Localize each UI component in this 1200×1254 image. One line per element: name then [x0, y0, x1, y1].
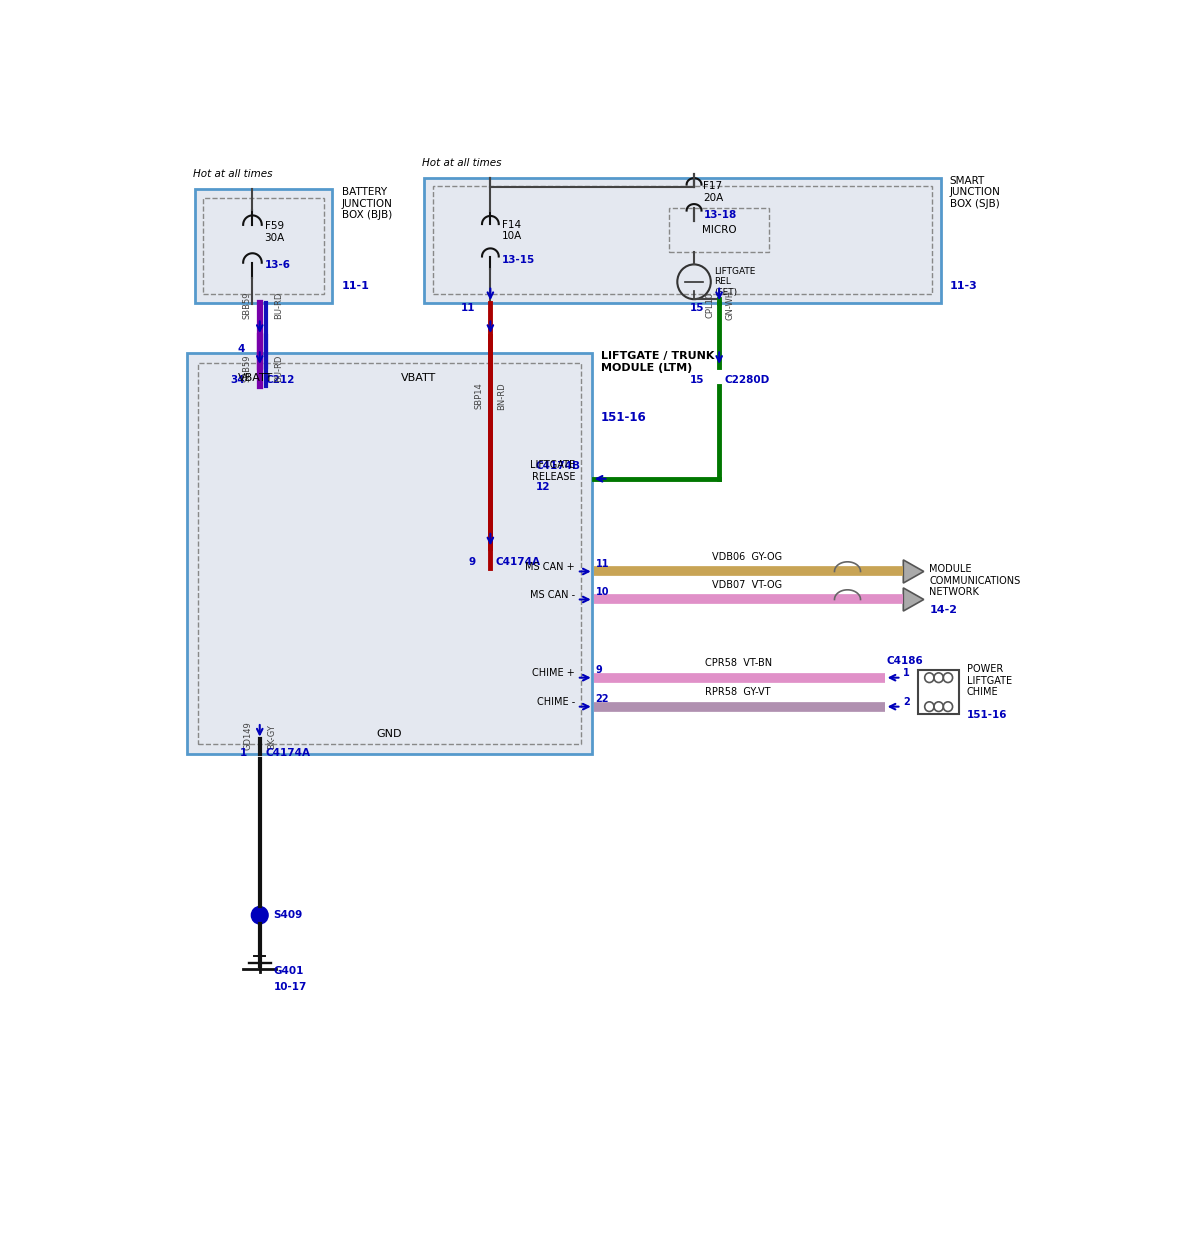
Text: G401: G401: [274, 967, 304, 976]
Text: GND: GND: [377, 730, 402, 740]
Text: GD149: GD149: [244, 722, 252, 750]
Text: 22: 22: [595, 693, 608, 703]
Polygon shape: [904, 588, 924, 611]
Text: LIFTGATE
REL
(FET): LIFTGATE REL (FET): [714, 267, 756, 297]
Text: 15: 15: [690, 303, 704, 312]
Text: Hot at all times: Hot at all times: [193, 169, 272, 179]
Text: BN-RD: BN-RD: [497, 382, 506, 410]
Text: SBB59: SBB59: [242, 355, 251, 382]
Text: 2: 2: [904, 697, 910, 707]
Text: 151-16: 151-16: [966, 710, 1007, 720]
Text: 151-16: 151-16: [601, 411, 647, 424]
Text: 1: 1: [904, 668, 910, 678]
Text: CHIME +: CHIME +: [533, 668, 575, 678]
Text: C4186: C4186: [887, 656, 923, 666]
Circle shape: [251, 907, 268, 924]
Text: 15: 15: [690, 375, 704, 385]
Text: C2280D: C2280D: [725, 375, 770, 385]
Text: 11: 11: [461, 303, 475, 312]
Text: VDB06  GY-OG: VDB06 GY-OG: [713, 552, 782, 562]
Text: 11-1: 11-1: [342, 281, 370, 291]
Text: 1: 1: [240, 747, 247, 757]
Text: BU-RD: BU-RD: [274, 291, 283, 319]
Text: MS CAN +: MS CAN +: [526, 562, 575, 572]
Text: 9: 9: [595, 665, 602, 675]
Text: 10: 10: [595, 587, 608, 597]
Text: SBB59: SBB59: [242, 291, 251, 319]
Text: F14
10A: F14 10A: [502, 219, 522, 242]
Text: VDB07  VT-OG: VDB07 VT-OG: [713, 579, 782, 589]
Text: SBP14: SBP14: [475, 382, 484, 409]
Text: 9: 9: [468, 557, 475, 567]
Text: SMART
JUNCTION
BOX (SJB): SMART JUNCTION BOX (SJB): [950, 176, 1001, 208]
Text: BU-RD: BU-RD: [274, 355, 283, 382]
Text: CHIME -: CHIME -: [536, 697, 575, 707]
Text: 12: 12: [536, 483, 551, 493]
Polygon shape: [904, 559, 924, 583]
Text: F59
30A: F59 30A: [264, 222, 284, 243]
Text: VBATT: VBATT: [401, 372, 437, 382]
Text: MS CAN -: MS CAN -: [530, 589, 575, 599]
Text: LIFTGATE
RELEASE: LIFTGATE RELEASE: [530, 460, 575, 482]
Text: F17
20A: F17 20A: [703, 181, 724, 203]
Text: 13-18: 13-18: [703, 209, 737, 219]
Text: C212: C212: [265, 375, 295, 385]
Text: 14-2: 14-2: [929, 604, 958, 614]
FancyBboxPatch shape: [187, 354, 592, 754]
Text: 4: 4: [238, 345, 245, 355]
FancyBboxPatch shape: [194, 189, 332, 303]
Text: 11: 11: [595, 558, 608, 568]
Text: C4174A: C4174A: [496, 557, 541, 567]
Text: BK-GY: BK-GY: [268, 724, 276, 749]
FancyBboxPatch shape: [425, 178, 941, 303]
Text: Hot at all times: Hot at all times: [422, 158, 502, 168]
Text: BATTERY
JUNCTION
BOX (BJB): BATTERY JUNCTION BOX (BJB): [342, 187, 392, 221]
Text: C4174A: C4174A: [265, 747, 311, 757]
Text: POWER
LIFTGATE
CHIME: POWER LIFTGATE CHIME: [966, 663, 1012, 697]
Text: CPR58  VT-BN: CPR58 VT-BN: [704, 658, 772, 668]
Text: 34: 34: [230, 375, 245, 385]
Text: VBATT: VBATT: [239, 372, 274, 382]
Text: MODULE
COMMUNICATIONS
NETWORK: MODULE COMMUNICATIONS NETWORK: [929, 564, 1020, 597]
Text: 10-17: 10-17: [274, 982, 307, 992]
Text: CPL10: CPL10: [706, 292, 714, 319]
Text: 13-6: 13-6: [264, 260, 290, 270]
Text: S409: S409: [274, 910, 302, 920]
Text: GN-WH: GN-WH: [726, 290, 734, 320]
Text: 11-3: 11-3: [950, 281, 978, 291]
Text: LIFTGATE / TRUNK
MODULE (LTM): LIFTGATE / TRUNK MODULE (LTM): [601, 351, 714, 372]
Text: MICRO: MICRO: [702, 226, 737, 236]
Text: RPR58  GY-VT: RPR58 GY-VT: [706, 687, 770, 697]
Text: 13-15: 13-15: [502, 255, 535, 265]
Text: C4174B: C4174B: [536, 461, 581, 472]
